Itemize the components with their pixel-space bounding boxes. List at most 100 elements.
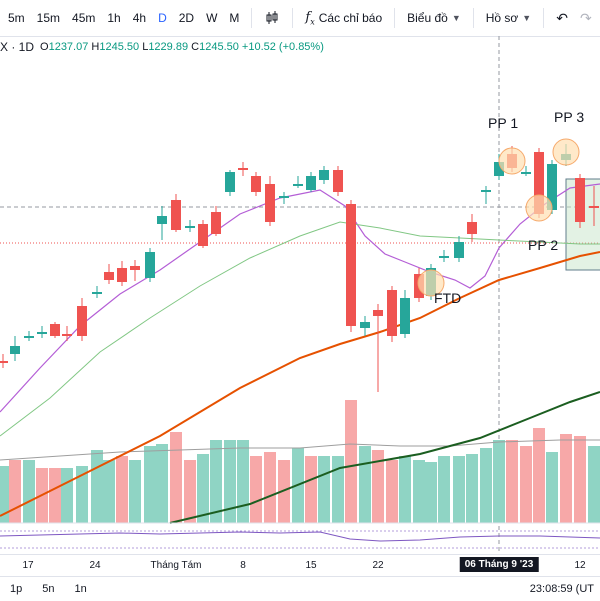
candle-body	[185, 226, 195, 228]
fx-icon: fx	[305, 9, 315, 27]
volume-bar	[197, 454, 209, 523]
pp2-marker	[525, 194, 553, 222]
range-1n[interactable]: 1n	[74, 583, 87, 595]
volume-bar	[560, 434, 572, 523]
candle-body	[293, 184, 303, 186]
volume-bar	[103, 460, 115, 523]
volume-bar	[520, 446, 532, 523]
price-chart[interactable]: PP 1 PP 3 PP 2 FTD	[0, 36, 600, 554]
close-value: 1245.50	[199, 41, 239, 53]
candle-body	[157, 216, 167, 224]
timeframe-W[interactable]: W	[206, 11, 218, 25]
volume-bar	[278, 460, 290, 523]
toolbar-divider	[472, 8, 474, 28]
volume-bar	[250, 456, 262, 523]
volume-bar	[372, 450, 384, 523]
candle-body	[333, 170, 343, 192]
low-label: L	[142, 41, 149, 53]
volume-bar	[170, 432, 182, 523]
chart-menu-button[interactable]: Biểu đồ ▼	[401, 0, 467, 36]
candle-body	[439, 256, 449, 258]
ma-long-line	[0, 251, 600, 517]
volume-bar	[318, 456, 330, 523]
undo-icon: ↶	[556, 9, 568, 26]
candle-body	[211, 212, 221, 234]
candle-body	[265, 184, 275, 222]
candle-body	[50, 324, 60, 336]
timeframe-15m[interactable]: 15m	[36, 11, 61, 25]
candle-body	[238, 168, 248, 170]
range-1p[interactable]: 1p	[10, 583, 23, 595]
volume-bar	[76, 466, 88, 523]
clock[interactable]: 23:08:59 (UT	[529, 583, 594, 595]
volume-bar	[493, 440, 505, 523]
time-tick-label: 22	[372, 560, 384, 571]
volume-bar	[116, 456, 128, 523]
volume-bar	[49, 468, 61, 523]
timeframe-D[interactable]: D	[158, 11, 167, 25]
candle-body	[575, 178, 585, 222]
candle-body	[62, 334, 72, 336]
volume-bar	[264, 452, 276, 523]
pp1-marker	[498, 147, 526, 175]
symbol-label[interactable]: X · 1D	[0, 40, 35, 54]
moving-averages	[0, 183, 600, 524]
candlestick-icon	[266, 11, 278, 24]
change-value: +10.52 (+0.85%)	[241, 41, 324, 53]
range-group: 1p 5n 1n	[0, 583, 97, 595]
candle-body	[130, 266, 140, 270]
time-tick-label: Tháng Tám	[150, 560, 202, 571]
redo-button[interactable]: ↷	[574, 0, 598, 36]
candle-body	[494, 162, 504, 176]
volume-bar	[9, 460, 21, 523]
volume-bar	[466, 454, 478, 523]
timeframe-M[interactable]: M	[229, 11, 240, 25]
volume-bar	[574, 436, 586, 523]
volume-bar	[453, 456, 465, 523]
timeframe-4h[interactable]: 4h	[132, 11, 147, 25]
candle-body	[467, 222, 477, 234]
close-label: C	[191, 41, 200, 53]
timeframe-45m[interactable]: 45m	[72, 11, 96, 25]
rsi-line	[0, 531, 600, 542]
volume-bar	[506, 440, 518, 523]
candle-body	[306, 176, 316, 190]
volume-bar	[399, 456, 411, 523]
candle-body	[521, 172, 531, 174]
profile-menu-button[interactable]: Hồ sơ ▼	[480, 0, 537, 36]
volume-bar	[184, 460, 196, 523]
range-5n[interactable]: 5n	[42, 583, 55, 595]
timeframe-2D[interactable]: 2D	[178, 11, 195, 25]
time-tick-label: 15	[305, 560, 317, 571]
chart-type-button[interactable]	[258, 0, 286, 36]
candle-body	[346, 204, 356, 326]
time-tick-label: 12	[574, 560, 586, 571]
time-tick-label: 8	[240, 560, 246, 571]
volume-bar	[129, 460, 141, 523]
open-label: O	[40, 41, 49, 53]
ftd-marker	[417, 269, 445, 297]
candle-body	[400, 298, 410, 334]
time-axis[interactable]: 17 24 Tháng Tám 8 15 22 12 06 Tháng 9 '23	[0, 554, 600, 577]
candle-body	[454, 242, 464, 258]
ohlc-legend: X · 1D O1237.07 H1245.50 L1229.89 C1245.…	[0, 40, 324, 54]
volume-bar	[588, 446, 600, 523]
pp3-marker	[552, 138, 580, 166]
pp1-label: PP 1	[488, 115, 518, 131]
timeframe-5m[interactable]: 5m	[8, 11, 25, 25]
open-value: 1237.07	[48, 41, 89, 53]
crosshair-time-label: 06 Tháng 9 '23	[459, 557, 539, 572]
volume-bar	[386, 460, 398, 523]
volume-bar	[359, 446, 371, 523]
indicators-button[interactable]: fx Các chỉ báo	[299, 0, 388, 36]
ohlc-values: O1237.07 H1245.50 L1229.89 C1245.50 +10.…	[40, 41, 324, 53]
undo-button[interactable]: ↶	[550, 0, 574, 36]
timeframe-1h[interactable]: 1h	[107, 11, 121, 25]
candles	[0, 144, 599, 392]
volume-bar	[0, 466, 9, 523]
toolbar-divider	[543, 8, 545, 28]
volume-bar	[546, 452, 558, 523]
toolbar-divider	[292, 8, 294, 28]
volume-ma-line	[0, 439, 600, 461]
volume-bar	[345, 400, 357, 523]
